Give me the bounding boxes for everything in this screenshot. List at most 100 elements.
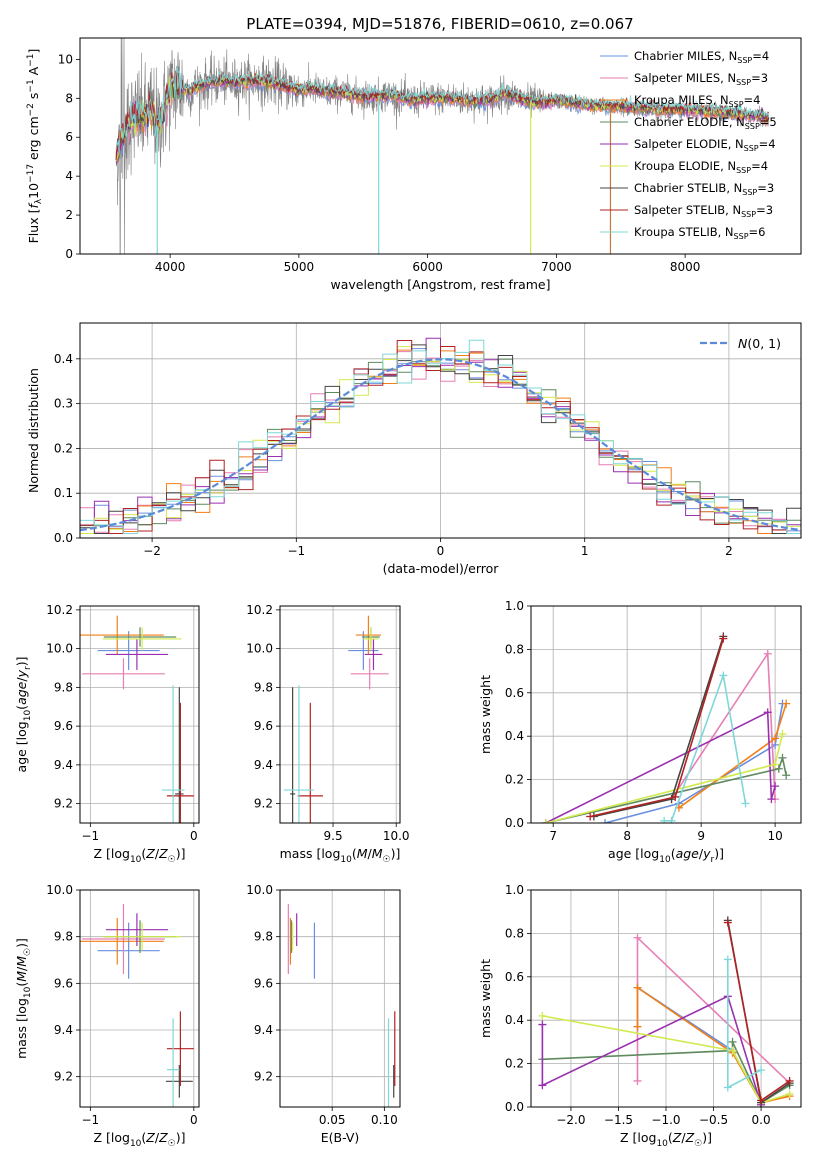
- y-axis-label: Normed distribution: [26, 368, 41, 493]
- weight-marker: [771, 734, 780, 743]
- panel-weight_vs_Z: −2.0 −1.5 −1.0 −0.5 0.0 0.0 0.2 0.4 0.6 0.8 1.0 Z […: [478, 883, 802, 1149]
- axes-frame: [79, 37, 802, 255]
- y-tick-label: 0.6: [505, 970, 524, 984]
- y-tick-label: 0.2: [54, 441, 73, 455]
- x-tick-label: 0.05: [319, 1113, 346, 1127]
- weight-marker: [782, 771, 791, 780]
- y-tick-label: 9.4: [254, 758, 273, 772]
- errorbar-point: [364, 638, 383, 670]
- errorbar-point: [363, 627, 379, 651]
- weight-line: [541, 995, 762, 1106]
- weight-marker: [778, 730, 787, 739]
- y-tick-label: 9.8: [254, 930, 273, 944]
- weight-line: [545, 754, 787, 823]
- x-tick-label: 6000: [412, 260, 443, 274]
- legend-label: N(0, 1): [738, 336, 781, 351]
- plot-area: [538, 916, 794, 1107]
- y-tick-label: 9.6: [54, 719, 73, 733]
- x-tick-label: 1: [581, 544, 589, 558]
- y-tick-label: 0.8: [505, 642, 524, 656]
- x-axis-label: Z [log10(Z/Z☉)]: [93, 1130, 185, 1149]
- x-axis-label: age [log10(age/yr)]: [608, 846, 724, 865]
- y-tick-label: 10: [58, 52, 73, 66]
- x-axis-label: E(B-V): [321, 1130, 360, 1145]
- weight-line: [542, 1015, 790, 1104]
- legend-label: Chabrier MILES, NSSP=4: [634, 49, 769, 65]
- errorbar-point: [166, 1011, 194, 1086]
- weight-marker: [671, 792, 680, 801]
- errorbar-point: [102, 627, 182, 651]
- y-tick-label: 10.2: [246, 603, 273, 617]
- y-tick-label: 0.1: [54, 486, 73, 500]
- y-tick-label: 0.8: [505, 926, 524, 940]
- y-tick-label: 10.0: [246, 883, 273, 897]
- errorbar-point: [166, 702, 194, 823]
- y-tick-label: 9.4: [54, 1023, 73, 1037]
- y-tick-label: 9.8: [254, 680, 273, 694]
- x-axis-label: Z [log10(Z/Z☉)]: [620, 1130, 712, 1149]
- y-tick-label: 4: [65, 169, 73, 183]
- weight-marker: [719, 634, 728, 643]
- weight-marker: [538, 1081, 547, 1090]
- figure-title: PLATE=0394, MJD=51876, FIBERID=0610, z=0…: [246, 15, 633, 33]
- errorbar-point: [102, 922, 182, 951]
- errorbar-point: [283, 685, 315, 823]
- weight-marker: [763, 649, 772, 658]
- y-tick-label: 0.6: [505, 686, 524, 700]
- y-tick-label: 0: [65, 247, 73, 261]
- errorbar-point: [165, 1065, 193, 1098]
- x-tick-label: −2: [143, 544, 161, 558]
- weight-line: [727, 920, 791, 1105]
- errorbar-point: [80, 615, 164, 655]
- errorbar-point: [97, 922, 160, 979]
- weight-marker: [774, 764, 783, 773]
- weight-line: [545, 711, 776, 823]
- x-tick-label: −1: [287, 544, 305, 558]
- weight-marker: [778, 753, 787, 762]
- legend-label: Kroupa STELIB, NSSP=6: [634, 225, 765, 241]
- errorbar-point: [355, 615, 382, 655]
- y-tick-label: 0.2: [505, 773, 524, 787]
- y-tick-label: 9.6: [54, 976, 73, 990]
- errorbar-point: [82, 658, 165, 690]
- weight-marker: [541, 819, 550, 823]
- weight-marker: [723, 918, 732, 927]
- y-axis-label: mass [log10(M/M☉)]: [14, 938, 33, 1059]
- panel-age_vs_mass: 9.5 10.0 9.2 9.4 9.6 9.8 10.0 10.2 mass [log10(M…: [246, 603, 410, 865]
- x-tick-label: 10: [767, 829, 782, 843]
- x-tick-label: 10.0: [383, 829, 410, 843]
- y-tick-label: 0.3: [54, 397, 73, 411]
- legend-label: Salpeter MILES, NSSP=3: [634, 71, 768, 87]
- weight-marker: [785, 1089, 794, 1098]
- weight-marker: [757, 1066, 766, 1075]
- weight-line: [545, 733, 784, 823]
- x-tick-label: 7: [549, 829, 557, 843]
- plot-area: [80, 615, 194, 823]
- weight-marker: [728, 1046, 737, 1055]
- weight-marker: [600, 819, 609, 823]
- weight-marker: [723, 1083, 732, 1092]
- panel-mass_vs_Z: −1 0 9.2 9.4 9.6 9.8 10.0 Z [log10(Z/Z☉)] mass […: [14, 883, 200, 1149]
- x-axis-label: (data-model)/error: [383, 561, 500, 576]
- spectrum-legend: Chabrier MILES, NSSP=4 Salpeter MILES, NS…: [600, 49, 777, 241]
- y-tick-label: 0.4: [505, 729, 524, 743]
- x-tick-label: 0: [437, 544, 445, 558]
- x-tick-label: 0.10: [371, 1113, 398, 1127]
- weight-marker: [771, 782, 780, 791]
- normal-curve: [80, 358, 801, 532]
- weight-marker: [667, 816, 676, 823]
- y-tick-label: 0.0: [505, 816, 524, 830]
- errorbar-point: [103, 627, 177, 647]
- y-tick-label: 10.0: [246, 642, 273, 656]
- weight-marker: [782, 699, 791, 708]
- y-tick-label: 9.6: [254, 976, 273, 990]
- panel-weight_vs_age: 7 8 9 10 0.0 0.2 0.4 0.6 0.8 1.0 age [log10(age/yr…: [478, 599, 802, 865]
- axes-frame: [279, 605, 401, 824]
- y-tick-label: 10.0: [46, 642, 73, 656]
- errorbar-point: [175, 687, 184, 823]
- axes-frame: [279, 889, 401, 1108]
- x-tick-label: 4000: [155, 260, 186, 274]
- x-tick-label: −1: [81, 1113, 99, 1127]
- y-tick-label: 1.0: [505, 883, 524, 897]
- errorbar-point: [105, 638, 168, 670]
